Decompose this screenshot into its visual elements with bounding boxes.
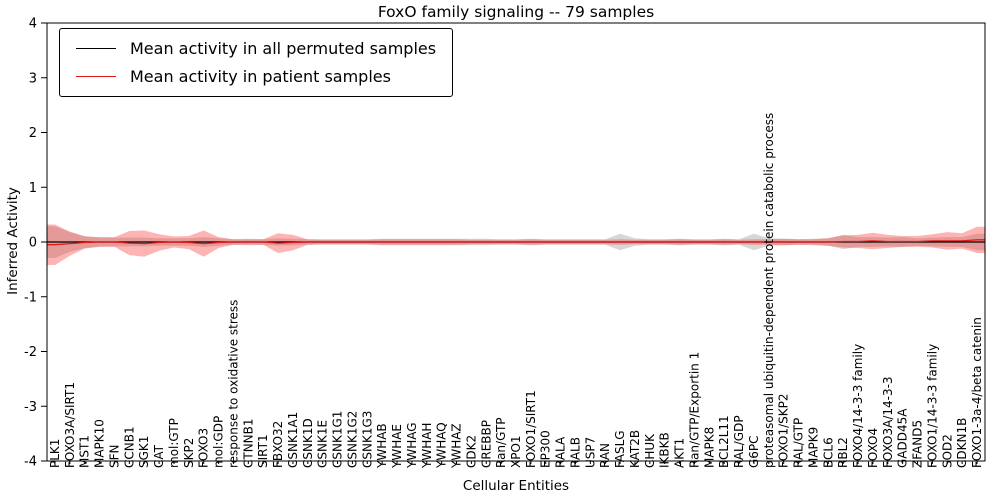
svg-text:-4: -4	[24, 455, 37, 470]
svg-text:-2: -2	[24, 345, 37, 360]
svg-text:0: 0	[29, 236, 37, 251]
svg-text:CREBBP: CREBBP	[479, 420, 493, 468]
legend-item-patient: Mean activity in patient samples	[76, 67, 436, 86]
svg-text:Ran/GTP/Exportin 1: Ran/GTP/Exportin 1	[688, 352, 702, 468]
svg-text:mol:GTP: mol:GTP	[167, 418, 181, 468]
svg-text:-1: -1	[24, 290, 37, 305]
svg-text:YWHAE: YWHAE	[390, 424, 404, 469]
svg-text:XPO1: XPO1	[509, 435, 523, 468]
svg-text:FOXO3: FOXO3	[197, 428, 211, 468]
svg-text:BCL6: BCL6	[821, 437, 835, 468]
legend-item-permuted: Mean activity in all permuted samples	[76, 39, 436, 58]
permuted-line-swatch	[76, 48, 116, 49]
svg-text:FOXO1/14-3-3 family: FOXO1/14-3-3 family	[925, 344, 939, 468]
svg-text:RAL/GTP: RAL/GTP	[792, 418, 806, 468]
svg-text:YWHAQ: YWHAQ	[435, 422, 449, 469]
svg-text:USP7: USP7	[583, 437, 597, 468]
svg-text:RBL2: RBL2	[836, 437, 850, 468]
y-axis-label: Inferred Activity	[5, 187, 21, 295]
svg-text:4: 4	[29, 17, 37, 32]
svg-text:FOXO1/SKP2: FOXO1/SKP2	[777, 393, 791, 468]
svg-text:PLK1: PLK1	[48, 439, 62, 468]
svg-text:FASLG: FASLG	[613, 430, 627, 468]
patient-line-swatch	[76, 76, 116, 77]
svg-text:-3: -3	[24, 400, 37, 415]
svg-text:MAPK9: MAPK9	[806, 427, 820, 468]
svg-text:KAT2B: KAT2B	[628, 430, 642, 468]
svg-text:AKT1: AKT1	[673, 438, 687, 468]
svg-text:CSNK1G1: CSNK1G1	[331, 411, 345, 468]
svg-text:CAT: CAT	[152, 444, 166, 468]
svg-text:CSNK1E: CSNK1E	[316, 420, 330, 468]
svg-text:3: 3	[29, 71, 37, 86]
legend: Mean activity in all permuted samples Me…	[59, 28, 454, 97]
svg-text:FOXO4/14-3-3 family: FOXO4/14-3-3 family	[851, 344, 865, 468]
svg-text:RALA: RALA	[554, 436, 568, 468]
svg-text:YWHAH: YWHAH	[420, 423, 434, 469]
svg-text:response to oxidative stress: response to oxidative stress	[227, 300, 241, 468]
svg-text:FOXO1-3a-4/beta catenin: FOXO1-3a-4/beta catenin	[970, 317, 984, 468]
svg-text:SIRT1: SIRT1	[256, 434, 270, 468]
svg-text:SGK1: SGK1	[137, 436, 151, 468]
svg-text:RALB: RALB	[569, 437, 583, 468]
svg-text:YWHAG: YWHAG	[405, 422, 419, 469]
svg-text:FBXO32: FBXO32	[271, 421, 285, 468]
svg-text:CDK2: CDK2	[464, 435, 478, 468]
svg-text:BCL2L11: BCL2L11	[717, 415, 731, 468]
svg-text:CSNK1G3: CSNK1G3	[360, 411, 374, 468]
svg-text:MAPK8: MAPK8	[702, 427, 716, 468]
svg-text:CSNK1D: CSNK1D	[301, 418, 315, 468]
svg-text:FOXO1/SIRT1: FOXO1/SIRT1	[524, 390, 538, 468]
svg-text:RAN: RAN	[598, 443, 612, 468]
svg-text:mol:GDP: mol:GDP	[212, 416, 226, 468]
chart-title: FoxO family signaling -- 79 samples	[377, 3, 655, 21]
svg-text:G6PC: G6PC	[747, 435, 761, 468]
svg-text:FOXO3A/14-3-3: FOXO3A/14-3-3	[881, 376, 895, 468]
svg-text:MAPK10: MAPK10	[93, 419, 107, 468]
svg-text:ZFAND5: ZFAND5	[911, 420, 925, 468]
svg-text:2: 2	[29, 126, 37, 141]
svg-text:proteasomal ubiquitin-dependen: proteasomal ubiquitin-dependent protein …	[762, 113, 776, 468]
legend-label-permuted: Mean activity in all permuted samples	[130, 39, 437, 58]
svg-text:EP300: EP300	[539, 430, 553, 468]
svg-text:CHUK: CHUK	[643, 433, 657, 468]
legend-label-patient: Mean activity in patient samples	[130, 67, 391, 86]
x-axis-label: Cellular Entities	[462, 478, 570, 494]
svg-text:YWHAB: YWHAB	[375, 423, 389, 469]
svg-text:YWHAZ: YWHAZ	[450, 423, 464, 469]
svg-text:CTNNB1: CTNNB1	[241, 418, 255, 468]
svg-text:FOXO3A/SIRT1: FOXO3A/SIRT1	[63, 382, 77, 468]
svg-text:CDKN1B: CDKN1B	[955, 418, 969, 468]
svg-text:FOXO4: FOXO4	[866, 428, 880, 468]
svg-text:GADD45A: GADD45A	[896, 408, 910, 468]
svg-text:IKBKB: IKBKB	[658, 432, 672, 468]
svg-text:SKP2: SKP2	[182, 438, 196, 468]
svg-text:SFN: SFN	[108, 445, 122, 469]
svg-text:CCNB1: CCNB1	[122, 426, 136, 468]
svg-text:MST1: MST1	[78, 435, 92, 468]
svg-text:CSNK1A1: CSNK1A1	[286, 412, 300, 468]
svg-text:Ran/GTP: Ran/GTP	[494, 417, 508, 468]
svg-text:1: 1	[29, 181, 37, 196]
svg-text:RAL/GDP: RAL/GDP	[732, 415, 746, 468]
svg-text:CSNK1G2: CSNK1G2	[345, 411, 359, 468]
svg-text:SOD2: SOD2	[940, 434, 954, 468]
